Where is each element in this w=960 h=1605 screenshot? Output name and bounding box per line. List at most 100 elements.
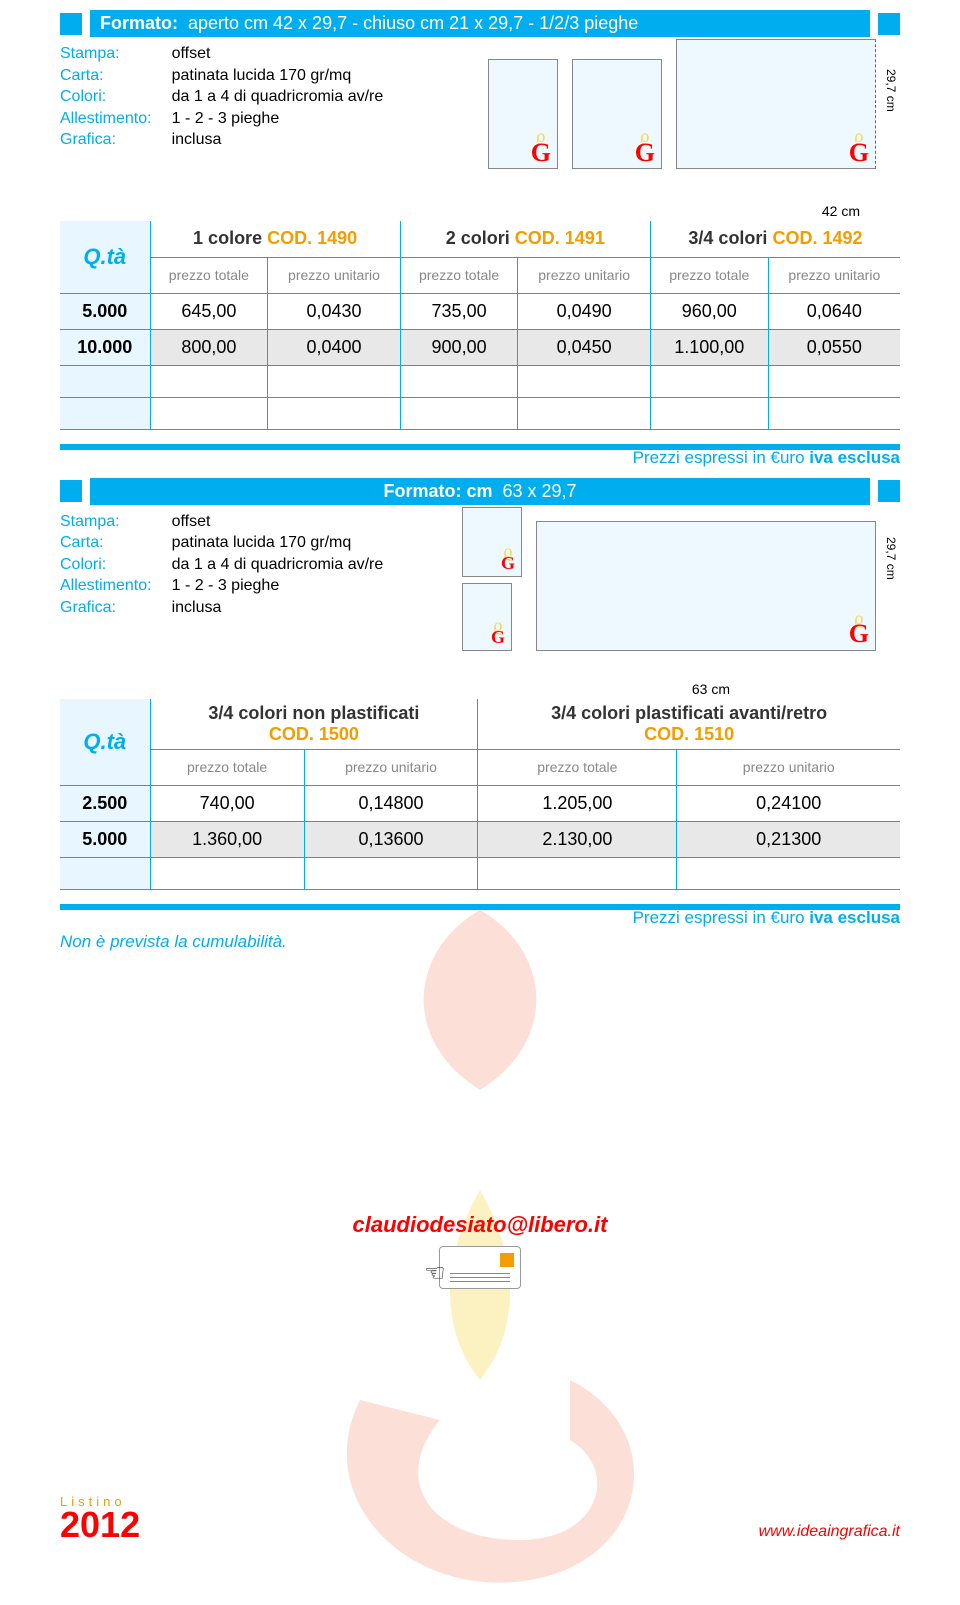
spec-value: offset: [172, 511, 384, 533]
cell: 0,0550: [768, 329, 900, 365]
spec-value: da 1 a 4 di quadricromia av/re: [172, 86, 384, 108]
price-table-1: Q.tà 1 colore COD. 1490 2 colori COD. 14…: [60, 221, 900, 430]
footer: Listino 2012 www.ideaingrafica.it: [60, 1494, 900, 1541]
group-header: 2 colori COD. 1491: [400, 221, 650, 257]
sub-header: prezzo unitario: [768, 257, 900, 293]
sub-header: prezzo unitario: [304, 749, 478, 785]
cell: 0,14800: [304, 785, 478, 821]
group-header: 3/4 colori non plastificatiCOD. 1500: [150, 699, 478, 750]
cell: 0,0430: [268, 293, 400, 329]
format-label: Formato:: [100, 13, 178, 34]
listino-year: 2012: [60, 1509, 140, 1541]
cell: 0,0450: [518, 329, 650, 365]
table-row: [60, 397, 900, 429]
open-diagram: ϱG: [676, 39, 876, 169]
sub-header: prezzo totale: [150, 257, 268, 293]
dim-width: 42 cm: [822, 203, 860, 219]
cell: 0,0400: [268, 329, 400, 365]
cell: 2.130,00: [478, 821, 677, 857]
sub-header: prezzo totale: [478, 749, 677, 785]
square-icon: [878, 480, 900, 502]
table-row: 5.000 1.360,00 0,13600 2.130,00 0,21300: [60, 821, 900, 857]
group-header: 1 colore COD. 1490: [150, 221, 400, 257]
table-row: [60, 365, 900, 397]
diagrams-1: ϱG ϱG ϱG 29,7 cm: [488, 39, 876, 169]
spec-label: Carta:: [60, 65, 152, 87]
sub-header: prezzo totale: [400, 257, 518, 293]
cell: 1.205,00: [478, 785, 677, 821]
table-row: 2.500 740,00 0,14800 1.205,00 0,24100: [60, 785, 900, 821]
format-bar-1: Formato: aperto cm 42 x 29,7 - chiuso cm…: [60, 10, 900, 37]
spec-label: Grafica:: [60, 597, 152, 619]
dim-height: 29,7 cm: [884, 69, 898, 112]
qta-header: Q.tà: [60, 699, 150, 786]
table-row: 10.000 800,00 0,0400 900,00 0,0450 1.100…: [60, 329, 900, 365]
cell: 645,00: [150, 293, 268, 329]
cell: 735,00: [400, 293, 518, 329]
spec-values: offset patinata lucida 170 gr/mq da 1 a …: [172, 511, 384, 619]
spec-label: Stampa:: [60, 511, 152, 533]
spec-labels: Stampa: Carta: Colori: Allestimento: Gra…: [60, 43, 152, 151]
spec-label: Colori:: [60, 554, 152, 576]
fold-diagram: ϱG: [462, 583, 512, 651]
watermark-logo-icon: [270, 1180, 690, 1605]
qty-cell: 10.000: [60, 329, 150, 365]
cell: 900,00: [400, 329, 518, 365]
spec-values: offset patinata lucida 170 gr/mq da 1 a …: [172, 43, 384, 151]
dim-height: 29,7 cm: [884, 537, 898, 580]
qty-cell: 5.000: [60, 293, 150, 329]
sub-header: prezzo totale: [150, 749, 304, 785]
cell: 0,24100: [677, 785, 900, 821]
cell: 1.100,00: [650, 329, 768, 365]
spec-label: Carta:: [60, 532, 152, 554]
spec-labels: Stampa: Carta: Colori: Allestimento: Gra…: [60, 511, 152, 619]
cell: 1.360,00: [150, 821, 304, 857]
price-note: Prezzi espressi in €uro iva esclusa: [60, 908, 900, 928]
sub-header: prezzo totale: [650, 257, 768, 293]
square-icon: [60, 13, 82, 35]
spec-value: 1 - 2 - 3 pieghe: [172, 108, 384, 130]
sub-header: prezzo unitario: [268, 257, 400, 293]
spec-label: Stampa:: [60, 43, 152, 65]
cell: 0,0640: [768, 293, 900, 329]
square-icon: [60, 480, 82, 502]
sub-header: prezzo unitario: [518, 257, 650, 293]
qta-header: Q.tà: [60, 221, 150, 293]
cell: 0,13600: [304, 821, 478, 857]
cell: 800,00: [150, 329, 268, 365]
table-row: 5.000 645,00 0,0430 735,00 0,0490 960,00…: [60, 293, 900, 329]
format-bar-2: Formato: cm 63 x 29,7: [60, 478, 900, 505]
square-icon: [878, 13, 900, 35]
footer-url: www.ideaingrafica.it: [759, 1523, 900, 1541]
qty-cell: 2.500: [60, 785, 150, 821]
spec-value: patinata lucida 170 gr/mq: [172, 65, 384, 87]
spec-label: Allestimento:: [60, 575, 152, 597]
cell: 740,00: [150, 785, 304, 821]
qty-cell: 5.000: [60, 821, 150, 857]
spec-label: Grafica:: [60, 129, 152, 151]
diagrams-2: ϱG ϱG ϱG 29,7 cm: [462, 507, 876, 651]
format-label: Formato: cm: [383, 481, 492, 502]
fold-diagram: ϱG: [488, 59, 558, 169]
fold-diagram: ϱG: [462, 507, 522, 577]
cell: 0,0490: [518, 293, 650, 329]
dim-width: 63 cm: [692, 681, 730, 697]
no-cumulability-note: Non è prevista la cumulabilità.: [60, 932, 900, 952]
spec-value: inclusa: [172, 597, 384, 619]
group-header: 3/4 colori COD. 1492: [650, 221, 900, 257]
sub-header: prezzo unitario: [677, 749, 900, 785]
format-strip-1: Formato: aperto cm 42 x 29,7 - chiuso cm…: [90, 10, 870, 37]
cell: 960,00: [650, 293, 768, 329]
fold-diagram: ϱG: [572, 59, 662, 169]
format-strip-2: Formato: cm 63 x 29,7: [90, 478, 870, 505]
spec-value: offset: [172, 43, 384, 65]
spec-label: Colori:: [60, 86, 152, 108]
cell: 0,21300: [677, 821, 900, 857]
table-row: [60, 857, 900, 889]
price-table-2: Q.tà 3/4 colori non plastificatiCOD. 150…: [60, 699, 900, 890]
group-header: 3/4 colori plastificati avanti/retroCOD.…: [478, 699, 900, 750]
spec-value: 1 - 2 - 3 pieghe: [172, 575, 384, 597]
format-value: aperto cm 42 x 29,7 - chiuso cm 21 x 29,…: [188, 13, 638, 34]
spec-value: patinata lucida 170 gr/mq: [172, 532, 384, 554]
price-note: Prezzi espressi in €uro iva esclusa: [60, 448, 900, 468]
